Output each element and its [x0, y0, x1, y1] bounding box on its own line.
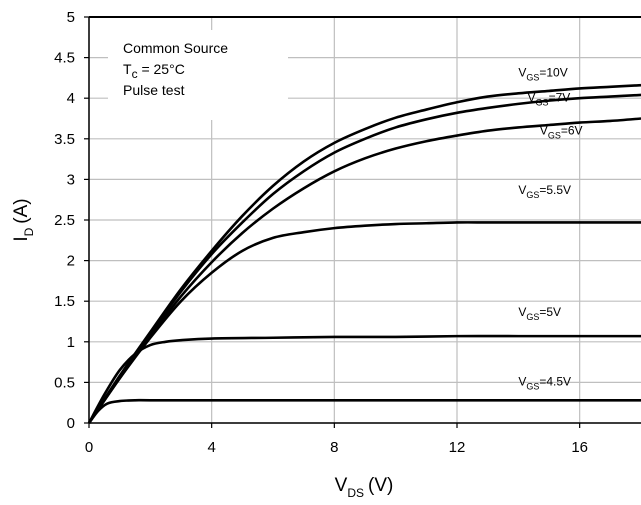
series-line [87, 221, 641, 424]
x-tick-label: 4 [207, 439, 215, 456]
annotation-line-3: Pulse test [123, 82, 185, 98]
series-line [87, 83, 641, 424]
y-tick-label: 0.5 [54, 374, 75, 391]
series-line [87, 117, 641, 424]
y-tick-label: 2.5 [54, 212, 75, 229]
x-axis-title: VDS (V) [335, 475, 394, 500]
y-axis-title: ID(A) [11, 198, 36, 241]
annotation-box [108, 30, 288, 120]
x-tick-label: 16 [571, 439, 588, 456]
y-tick-labels: 0 0.5 1 1.5 2 2.5 3 3.5 4 4.5 5 [54, 9, 75, 432]
series-line [87, 398, 641, 424]
series-label: VGS=5V [518, 305, 561, 322]
y-tick-label: 4.5 [54, 50, 75, 67]
x-tick-label: 12 [449, 439, 466, 456]
y-tick-label: 2 [67, 253, 75, 270]
y-tick-label: 3 [67, 171, 75, 188]
series-label: VGS=5.5V [518, 183, 571, 200]
y-tick-label: 1 [67, 334, 75, 351]
annotation-line-2: Tc = 25°C [123, 61, 185, 81]
series-line [87, 334, 641, 424]
y-tick-label: 5 [67, 9, 75, 26]
x-tick-labels: 0 4 8 12 16 [85, 439, 588, 456]
y-tick-label: 4 [67, 90, 75, 107]
x-tick-label: 0 [85, 439, 93, 456]
x-tick-label: 8 [330, 439, 338, 456]
series-line [87, 93, 641, 424]
series-label: VGS=6V [540, 124, 583, 141]
annotation-line-1: Common Source [123, 40, 228, 56]
axes [84, 16, 641, 428]
y-tick-label: 0 [67, 415, 75, 432]
y-tick-label: 1.5 [54, 293, 75, 310]
series-curves [87, 83, 641, 424]
series-labels: VGS=10V VGS=7V VGS=6V VGS=5.5V VGS=5V VGS=4.5… [518, 65, 582, 391]
series-label: VGS=10V [518, 65, 567, 82]
y-tick-label: 3.5 [54, 131, 75, 148]
series-label: VGS=7V [528, 90, 571, 107]
series-label: VGS=4.5V [518, 375, 571, 392]
